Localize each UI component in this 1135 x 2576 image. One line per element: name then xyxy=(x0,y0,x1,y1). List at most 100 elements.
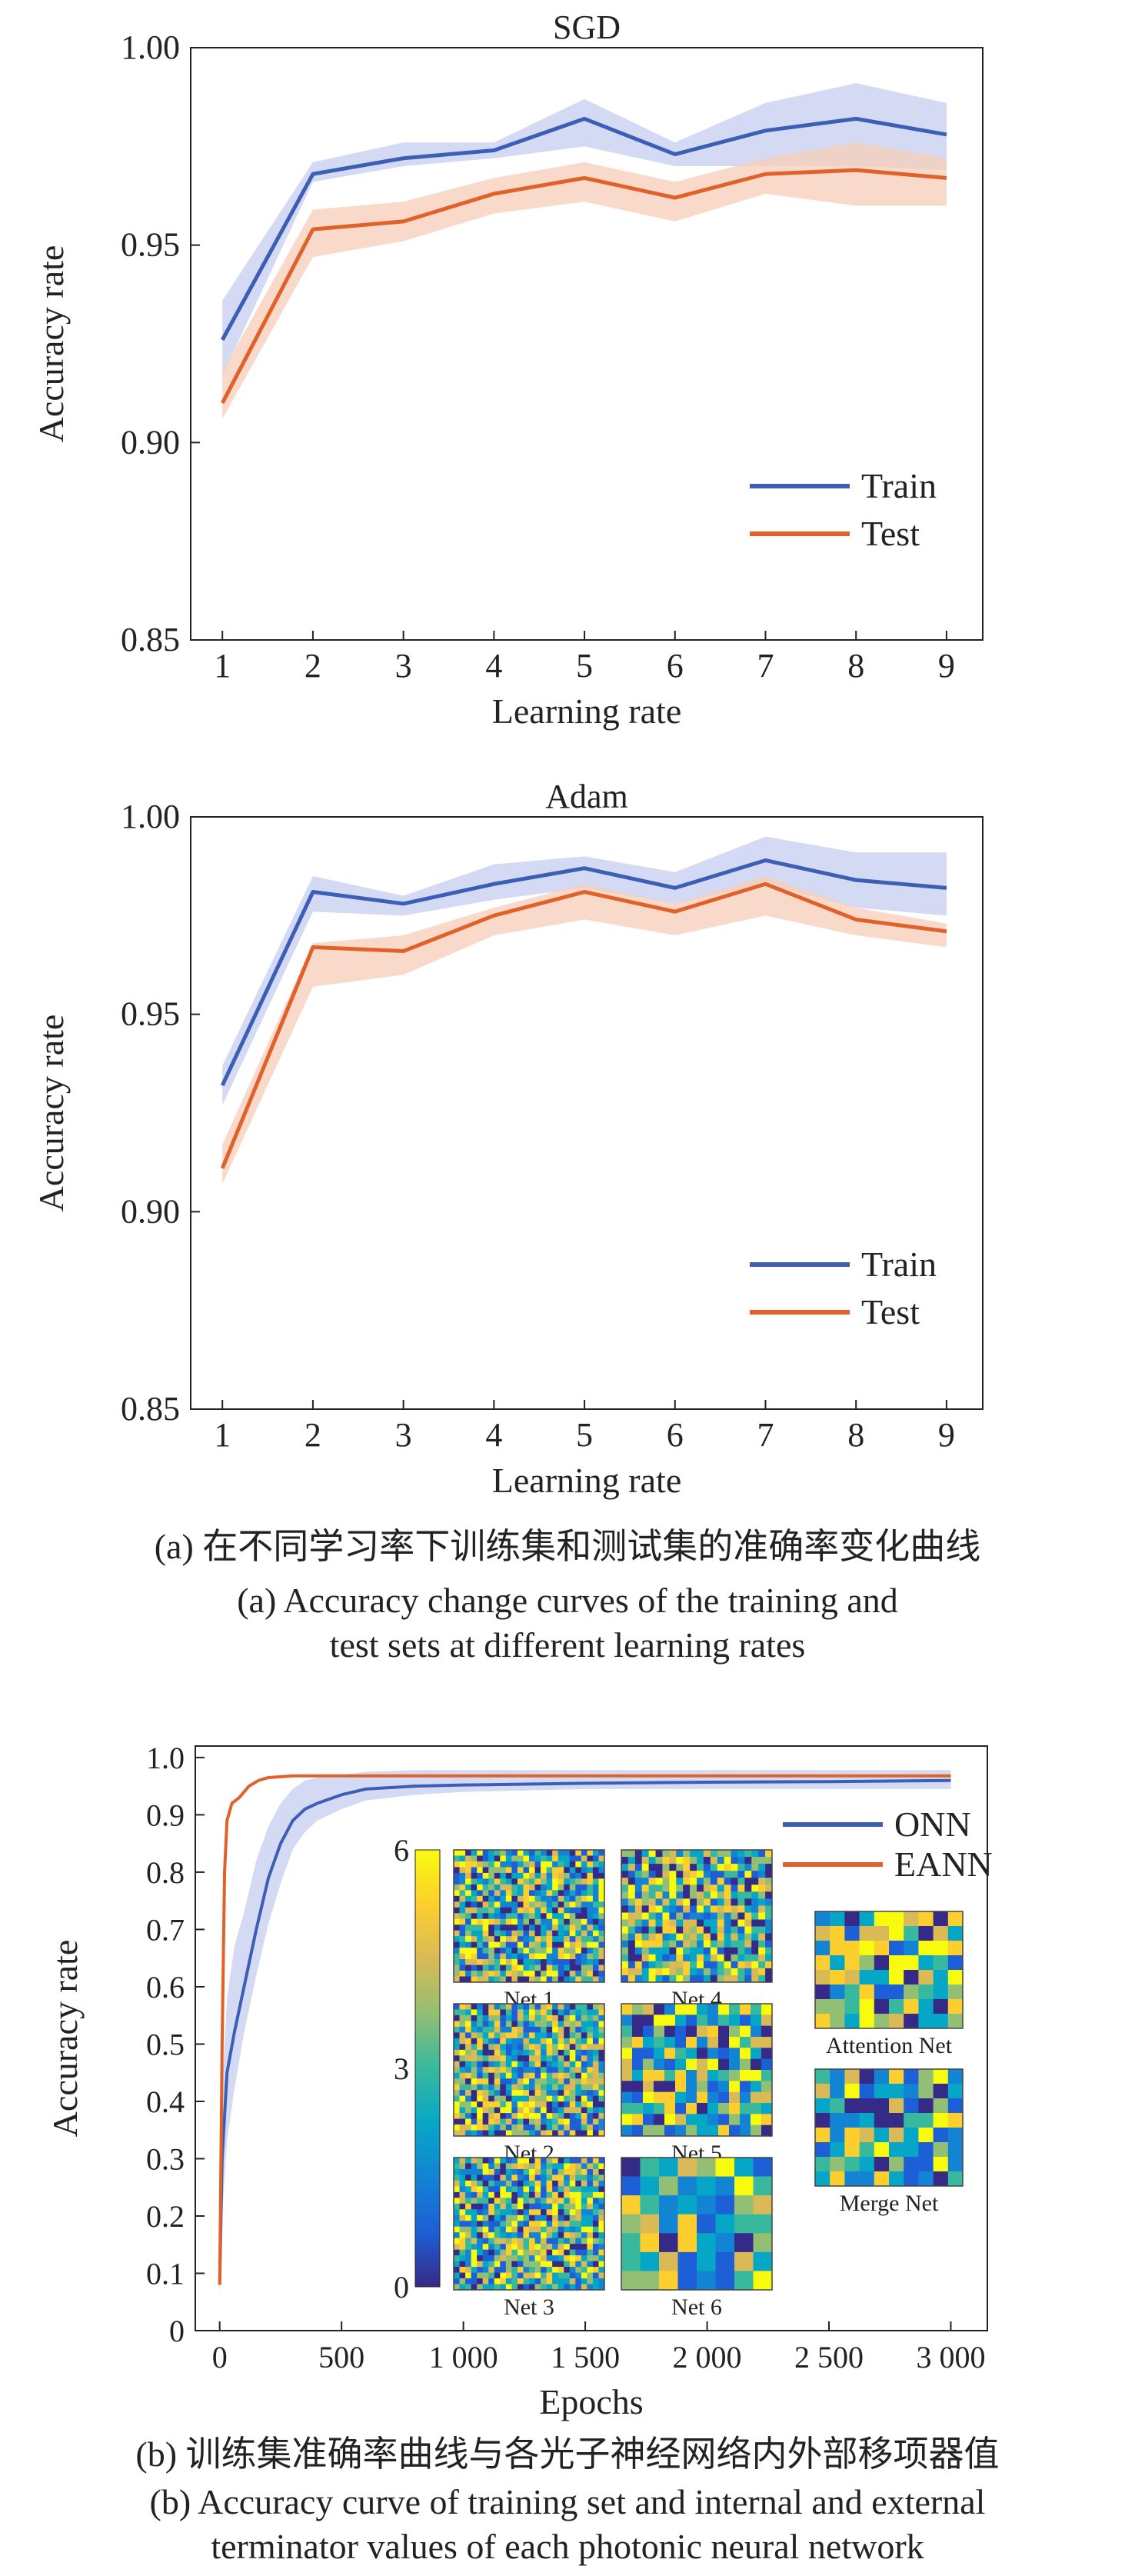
epochs-x-tick-label: 2 000 xyxy=(673,2340,742,2374)
sgd-x-tick-label: 4 xyxy=(485,647,502,685)
sgd-y-axis-label: Accuracy rate xyxy=(32,245,71,443)
adam-chart: Adam 1 2 3 4 5 6 7 8 9 0.85 0.90 0.95 1.00 Learning ra… xyxy=(32,778,984,1500)
heatmap-panel xyxy=(454,2158,605,2291)
sgd-x-tick-label: 2 xyxy=(305,647,321,685)
sgd-x-tick-label: 8 xyxy=(847,647,864,685)
epochs-x-tick-label: 0 xyxy=(212,2340,228,2374)
heatmap-frame xyxy=(621,2003,773,2137)
sgd-x-tick-label: 1 xyxy=(214,647,231,685)
epochs-x-axis-label: Epochs xyxy=(539,2382,643,2421)
epochs-x-tick-label: 500 xyxy=(318,2340,364,2374)
adam-x-tick-label: 9 xyxy=(938,1416,955,1454)
colorbar-tick-label: 0 xyxy=(394,2270,409,2304)
caption-b-chinese: (b) 训练集准确率曲线与各光子神经网络内外部移项器值 xyxy=(135,2434,1000,2474)
adam-x-tick-label: 6 xyxy=(667,1416,684,1454)
epochs-chart: 0 500 1 000 1 500 2 000 2 500 3 000 0 0.1 0.2 0.3 0… xyxy=(45,1741,993,2421)
caption-a-english-line1: (a) Accuracy change curves of the traini… xyxy=(237,1581,898,1620)
adam-x-tick-label: 4 xyxy=(485,1416,502,1454)
caption-a-english-line2: test sets at different learning rates xyxy=(329,1625,806,1665)
heatmap-panel xyxy=(454,1850,605,1983)
epochs-legend-onn-label: ONN xyxy=(894,1805,971,1844)
heatmap-panel xyxy=(454,2004,605,2137)
epochs-x-tick-label: 1 000 xyxy=(429,2340,498,2374)
epochs-y-tick-label: 0.7 xyxy=(146,1912,185,1947)
sgd-x-axis-label: Learning rate xyxy=(492,691,681,731)
epochs-onn-line xyxy=(218,1778,951,2285)
adam-y-tick-label: 0.85 xyxy=(121,1390,180,1428)
heatmap-label: Net 3 xyxy=(504,2294,554,2320)
sgd-train-confidence-band xyxy=(222,83,947,376)
heatmap-frame xyxy=(453,2157,605,2291)
adam-x-tick-label: 5 xyxy=(576,1416,593,1454)
sgd-title: SGD xyxy=(553,8,621,46)
adam-axes-frame xyxy=(190,816,984,1410)
adam-x-tick-label: 1 xyxy=(214,1416,231,1454)
heatmap-frame xyxy=(621,1849,773,1983)
heatmap-label: Net 6 xyxy=(671,2294,722,2320)
adam-x-tick-label: 3 xyxy=(395,1416,412,1454)
epochs-y-tick-label: 0.4 xyxy=(146,2084,185,2119)
adam-legend-test-label: Test xyxy=(861,1292,920,1331)
adam-y-tick-label: 0.90 xyxy=(121,1192,180,1230)
heatmap-frame xyxy=(814,1911,964,2029)
sgd-x-tick-label: 7 xyxy=(757,647,774,685)
sgd-y-tick-label: 1.00 xyxy=(121,28,180,66)
colorbar-tick-label: 6 xyxy=(394,1833,409,1868)
epochs-eann-line xyxy=(218,1774,951,2285)
adam-y-tick-label: 0.95 xyxy=(121,995,180,1033)
adam-test-confidence-band xyxy=(222,876,947,1185)
sgd-axes-frame xyxy=(190,47,984,641)
heatmap-panel xyxy=(621,2004,773,2137)
adam-x-tick-label: 7 xyxy=(757,1416,774,1454)
adam-x-tick-label: 8 xyxy=(847,1416,864,1454)
caption-b-english-line1: (b) Accuracy curve of training set and i… xyxy=(149,2482,986,2521)
sgd-legend-train-label: Train xyxy=(861,466,937,505)
adam-x-tick-label: 2 xyxy=(305,1416,321,1454)
epochs-y-tick-label: 0.1 xyxy=(146,2256,185,2291)
epochs-y-axis-label: Accuracy rate xyxy=(45,1940,85,2138)
heatmap-frame xyxy=(453,2003,605,2137)
caption-a-chinese: (a) 在不同学习率下训练集和测试集的准确率变化曲线 xyxy=(154,1527,981,1566)
epochs-y-tick-label: 0.8 xyxy=(146,1855,185,1890)
heatmap-label: Merge Net xyxy=(840,2191,939,2216)
sgd-x-tick-label: 3 xyxy=(395,647,412,685)
adam-x-axis-label: Learning rate xyxy=(492,1461,681,1500)
heatmap-frame xyxy=(621,2157,773,2291)
epochs-y-tick-label: 1.0 xyxy=(146,1741,185,1775)
epochs-y-tick-label: 0.2 xyxy=(146,2199,185,2234)
epochs-axes-frame xyxy=(195,1745,988,2331)
sgd-y-tick-label: 0.85 xyxy=(121,621,180,658)
epochs-y-tick-label: 0.5 xyxy=(146,2027,185,2061)
adam-title: Adam xyxy=(545,778,628,815)
epochs-y-tick-label: 0.6 xyxy=(146,1970,185,2004)
colorbar-tick-label: 3 xyxy=(394,2051,409,2086)
adam-legend-train-label: Train xyxy=(861,1245,937,1284)
epochs-y-tick-label: 0 xyxy=(169,2314,185,2348)
sgd-x-tick-label: 5 xyxy=(576,647,593,685)
adam-test-line xyxy=(220,881,947,1169)
epochs-x-tick-label: 2 500 xyxy=(794,2340,864,2374)
adam-train-line xyxy=(220,858,947,1087)
sgd-x-tick-label: 9 xyxy=(938,647,955,685)
sgd-chart: SGD 1 2 3 4 5 6 7 8 9 0.85 0.90 0.95 1.00 Learning rat… xyxy=(32,8,984,731)
heatmap-panel xyxy=(621,1850,773,1983)
epochs-y-tick-label: 0.3 xyxy=(146,2141,185,2176)
epochs-legend-eann-label: EANN xyxy=(894,1845,993,1884)
epochs-x-tick-label: 3 000 xyxy=(916,2340,985,2374)
sgd-test-confidence-band xyxy=(222,142,947,419)
heatmap-frame xyxy=(814,2068,964,2187)
heatmap-panel xyxy=(815,1911,964,2029)
heatmap-panel xyxy=(621,2158,773,2291)
colorbar xyxy=(414,1849,441,2288)
heatmap-frame xyxy=(453,1849,605,1983)
sgd-y-tick-label: 0.95 xyxy=(121,226,180,264)
adam-y-axis-label: Accuracy rate xyxy=(32,1015,71,1212)
heatmap-label: Attention Net xyxy=(826,2033,953,2058)
adam-y-tick-label: 1.00 xyxy=(121,798,180,835)
sgd-legend-test-label: Test xyxy=(861,514,920,553)
heatmap-panel xyxy=(815,2069,964,2187)
epochs-x-tick-label: 1 500 xyxy=(551,2340,620,2374)
sgd-x-tick-label: 6 xyxy=(667,647,684,685)
epochs-y-tick-label: 0.9 xyxy=(146,1798,185,1832)
